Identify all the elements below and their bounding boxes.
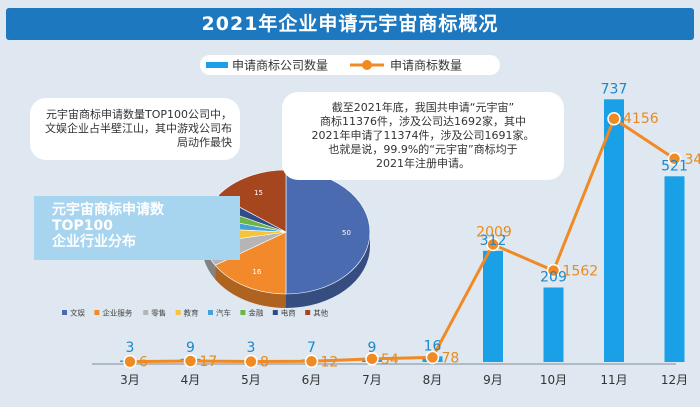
pie-value-label: 16 [252, 268, 261, 276]
legend-bar-swatch [206, 62, 228, 68]
line-point-8 [546, 263, 561, 278]
pie-legend-swatch [62, 310, 67, 315]
line-point-2 [183, 354, 198, 368]
pie-legend-swatch [208, 310, 213, 315]
line-point-4 [304, 354, 319, 369]
note-right-line: 2021年申请了11374件，涉及公司1691家。 [311, 129, 535, 142]
line-point-1 [123, 354, 137, 369]
pie-side-1 [286, 232, 370, 308]
pie-value-label: 50 [342, 229, 351, 237]
x-tick-label: 8月 [423, 373, 443, 387]
note-right-line: 商标11376件，涉及公司达1692家，其中 [320, 115, 526, 128]
pie-value-label: 15 [254, 189, 263, 197]
x-tick-label: 5月 [241, 373, 261, 387]
title-bar: 2021年企业申请元宇宙商标概况 [6, 8, 694, 40]
pie-title-line: 企业行业分布 [52, 234, 136, 250]
note-right-line: 截至2021年底，我国共申请“元宇宙” [331, 101, 515, 114]
bar-value-label: 209 [540, 270, 567, 286]
bar-value-label: 737 [601, 81, 628, 97]
legend: 申请商标公司数量 申请商标数量 [200, 55, 500, 75]
line-point-5 [365, 352, 379, 366]
bar-9 [604, 99, 624, 363]
pie-chart: 50166433315文娱企业服务零售教育汽车金融电商其他 [62, 169, 371, 318]
x-tick-label: 3月 [120, 373, 140, 387]
pie-legend-label: 金融 [248, 308, 263, 318]
bar-10 [664, 176, 685, 362]
pie-legend-label: 电商 [281, 308, 296, 318]
pie-side-2 [215, 265, 286, 308]
bar-7 [483, 250, 503, 362]
bar-value-label: 9 [368, 340, 377, 356]
bar-value-label: 521 [661, 158, 688, 174]
pie-legend-label: 文娱 [70, 308, 85, 318]
pie-title-line: TOP100 [52, 218, 113, 234]
note-left: 元宇宙商标申请数量TOP100公司中，文娱企业占半壁江山，其中游戏公司布局动作最… [30, 98, 240, 160]
pie-legend-swatch [272, 310, 278, 315]
pie-legend-label: 教育 [184, 308, 199, 318]
pie-legend-swatch [240, 310, 246, 315]
bar-value-label: 16 [424, 338, 442, 354]
page-title: 2021年企业申请元宇宙商标概况 [201, 13, 499, 35]
bar-value-label: 3 [247, 340, 256, 356]
x-tick-label: 11月 [600, 373, 627, 387]
line-value-label: 17 [200, 354, 218, 370]
bar-value-label: 9 [186, 340, 195, 356]
pie-legend-swatch [94, 310, 100, 315]
legend-line-marker [362, 60, 372, 70]
line-value-label: 54 [381, 352, 399, 368]
line-value-label: 1562 [563, 264, 599, 280]
x-tick-label: 12月 [661, 373, 688, 387]
line-value-label: 4156 [623, 111, 659, 127]
pie-slice-2 [214, 231, 287, 295]
line-value-label: 6 [139, 355, 148, 371]
pie-legend-label: 汽车 [216, 308, 231, 318]
note-right-line: 2021年注册申请。 [376, 157, 470, 170]
bar-value-label: 312 [480, 233, 507, 249]
line-point-10 [667, 152, 682, 166]
line-value-label: 8 [260, 355, 269, 371]
line-point-9 [607, 112, 621, 126]
bar-8 [543, 287, 564, 362]
note-left-text: 元宇宙商标申请数量TOP100公司中，文娱企业占半壁江山，其中游戏公司布局动作最… [45, 108, 232, 149]
legend-companies-label: 申请商标公司数量 [232, 58, 328, 73]
pie-legend-swatch [175, 310, 181, 315]
bar-value-label: 3 [126, 340, 135, 356]
x-tick-label: 6月 [302, 373, 322, 387]
bar-value-label: 7 [307, 340, 316, 356]
line-value-label: 12 [321, 354, 339, 370]
line-point-7 [486, 237, 500, 252]
line-value-label: 3472 [685, 152, 700, 168]
data-labels: 3691738712954167831220092091562737415652… [126, 81, 700, 370]
note-right-line: 也就是说，99.9%的“元宇宙”商标均于 [328, 143, 518, 156]
line-value-label: 78 [442, 350, 460, 366]
x-tick-label: 9月 [483, 373, 503, 387]
note-right: 截至2021年底，我国共申请“元宇宙” 商标11376件，涉及公司达1692家，… [282, 92, 564, 180]
x-tick-label: 10月 [540, 373, 567, 387]
line-point-6 [425, 350, 440, 365]
pie-legend-label: 企业服务 [102, 308, 132, 318]
line-point-3 [244, 354, 258, 369]
x-tick-labels: 3月 4月 5月 6月 7月 8月 9月 10月 11月 12月 [120, 373, 688, 387]
line-value-label: 2009 [476, 224, 512, 240]
pie-legend-swatch [143, 310, 149, 315]
pie-title-line: 元宇宙商标申请数 [52, 202, 164, 218]
legend-trademarks-label: 申请商标数量 [390, 58, 462, 73]
x-tick-label: 7月 [362, 373, 382, 387]
pie-legend-swatch [305, 310, 311, 315]
pie-legend-label: 零售 [151, 308, 166, 318]
pie-title: 元宇宙商标申请数 TOP100 企业行业分布 [34, 196, 240, 260]
trademark-line [129, 116, 676, 364]
pie-legend-label: 其他 [313, 308, 328, 318]
line-series [123, 112, 682, 369]
x-tick-label: 4月 [181, 373, 201, 387]
